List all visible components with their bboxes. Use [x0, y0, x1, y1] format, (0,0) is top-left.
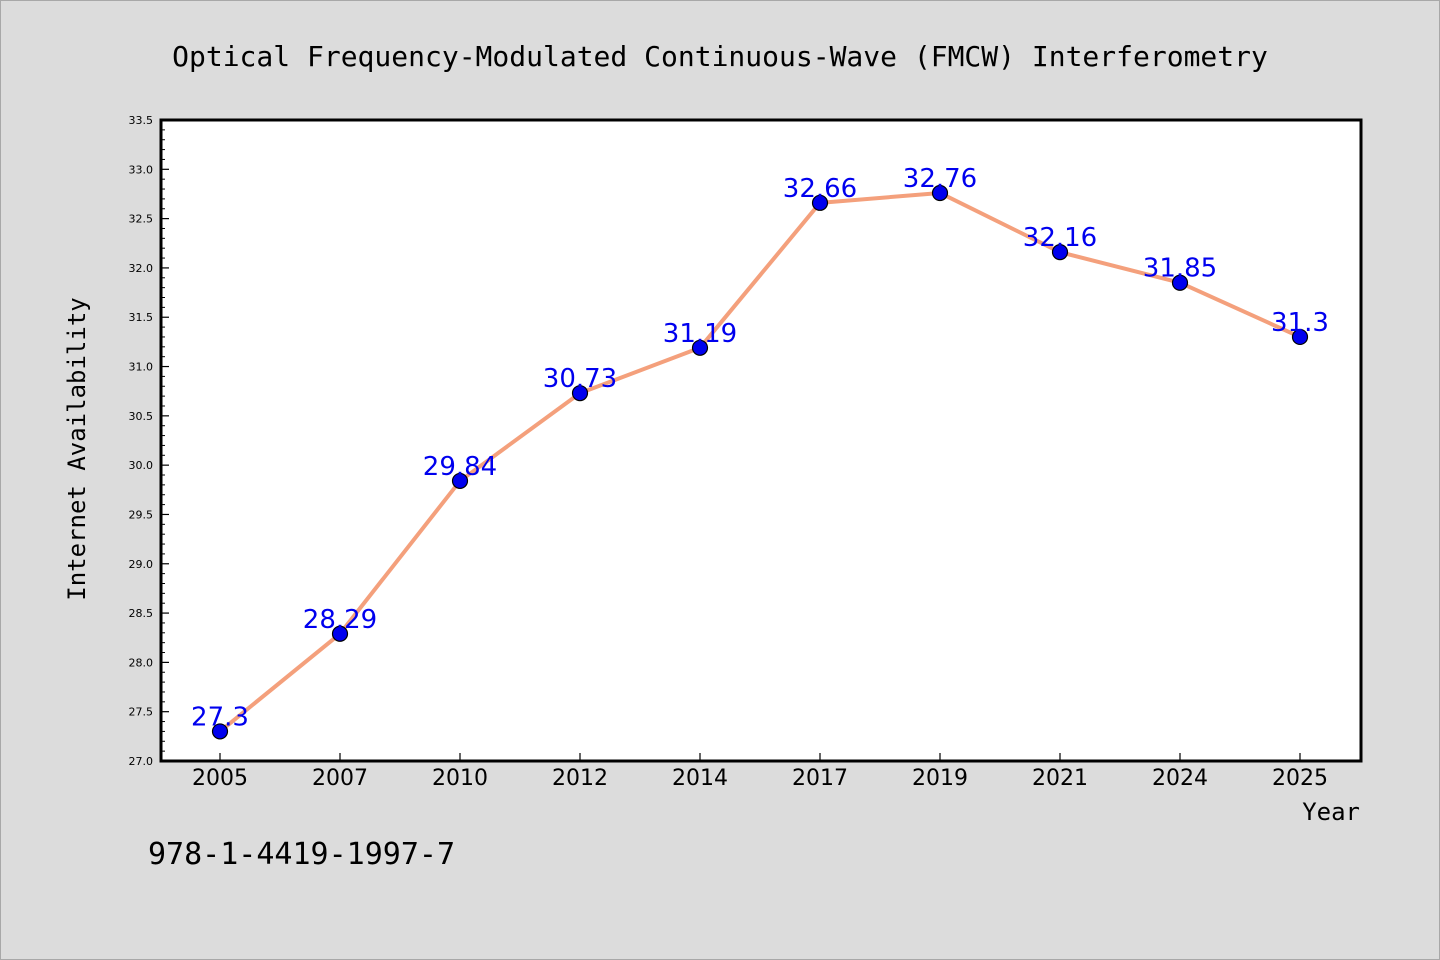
chart-title: Optical Frequency-Modulated Continuous-W…: [172, 40, 1268, 73]
y-tick-label: 31.5: [129, 311, 154, 324]
y-tick-label: 28.0: [129, 656, 154, 669]
x-tick-label: 2021: [1032, 766, 1088, 791]
data-point: [931, 184, 949, 202]
x-tick-label: 2024: [1152, 766, 1208, 791]
data-label: 31.19: [663, 319, 737, 349]
y-tick-label: 30.0: [129, 459, 154, 472]
footer-code: 978-1-4419-1997-7: [148, 837, 455, 872]
plot-area: [159, 118, 1363, 763]
data-label: 32.16: [1023, 223, 1097, 253]
data-label: 28.29: [303, 605, 377, 635]
data-label: 27.3: [191, 702, 249, 732]
y-tick-label: 33.5: [129, 114, 154, 127]
x-tick-label: 2014: [672, 766, 728, 791]
y-tick-label: 27.0: [129, 755, 154, 768]
data-point: [811, 194, 829, 211]
x-tick-label: 2025: [1272, 766, 1328, 791]
y-tick-label: 33.0: [129, 163, 154, 176]
data-point: [331, 625, 349, 642]
x-tick-label: 2017: [792, 766, 848, 791]
x-axis-label: Year: [1302, 798, 1360, 826]
data-label: 31.3: [1271, 308, 1329, 338]
x-axis-ticks: 2005 2007 2010 2012 2014 2017 2019 2021 2024 2025: [192, 753, 1328, 791]
y-tick-label: 27.5: [129, 706, 154, 719]
data-point: [451, 472, 469, 490]
x-tick-label: 2007: [312, 766, 368, 791]
y-tick-label: 29.5: [129, 508, 154, 521]
series-markers: [211, 184, 1309, 740]
data-point: [1051, 244, 1069, 261]
data-label: 32.66: [783, 174, 857, 204]
x-tick-label: 2005: [192, 766, 248, 791]
y-tick-label: 31.0: [129, 361, 154, 374]
x-tick-label: 2012: [552, 766, 608, 791]
data-point: [571, 385, 589, 402]
y-tick-label: 32.0: [129, 262, 154, 275]
data-point: [1291, 328, 1309, 346]
data-label: 29.84: [423, 452, 497, 482]
series-line: [218, 190, 1301, 733]
x-tick-label: 2010: [432, 766, 488, 791]
y-tick-label: 30.5: [129, 410, 154, 423]
data-labels: 27.3 28.29 29.84 30.73 31.19 32.66 32.76 32.16 3…: [191, 164, 1329, 732]
y-axis-label: Internet Availability: [63, 297, 91, 600]
data-label: 30.73: [543, 364, 617, 394]
y-tick-label: 29.0: [129, 558, 154, 571]
data-label: 32.76: [903, 164, 977, 194]
y-tick-label: 28.5: [129, 607, 154, 620]
x-tick-label: 2019: [912, 766, 968, 791]
y-axis-ticks: 27.0 27.5 28.0 28.5 29.0 29.5 30.0 30.5 31.0 31.5…: [129, 114, 169, 768]
data-point: [211, 723, 229, 740]
data-point: [691, 339, 709, 356]
data-label: 31.85: [1143, 254, 1217, 284]
y-tick-label: 32.5: [129, 213, 154, 226]
data-point: [1171, 274, 1189, 291]
